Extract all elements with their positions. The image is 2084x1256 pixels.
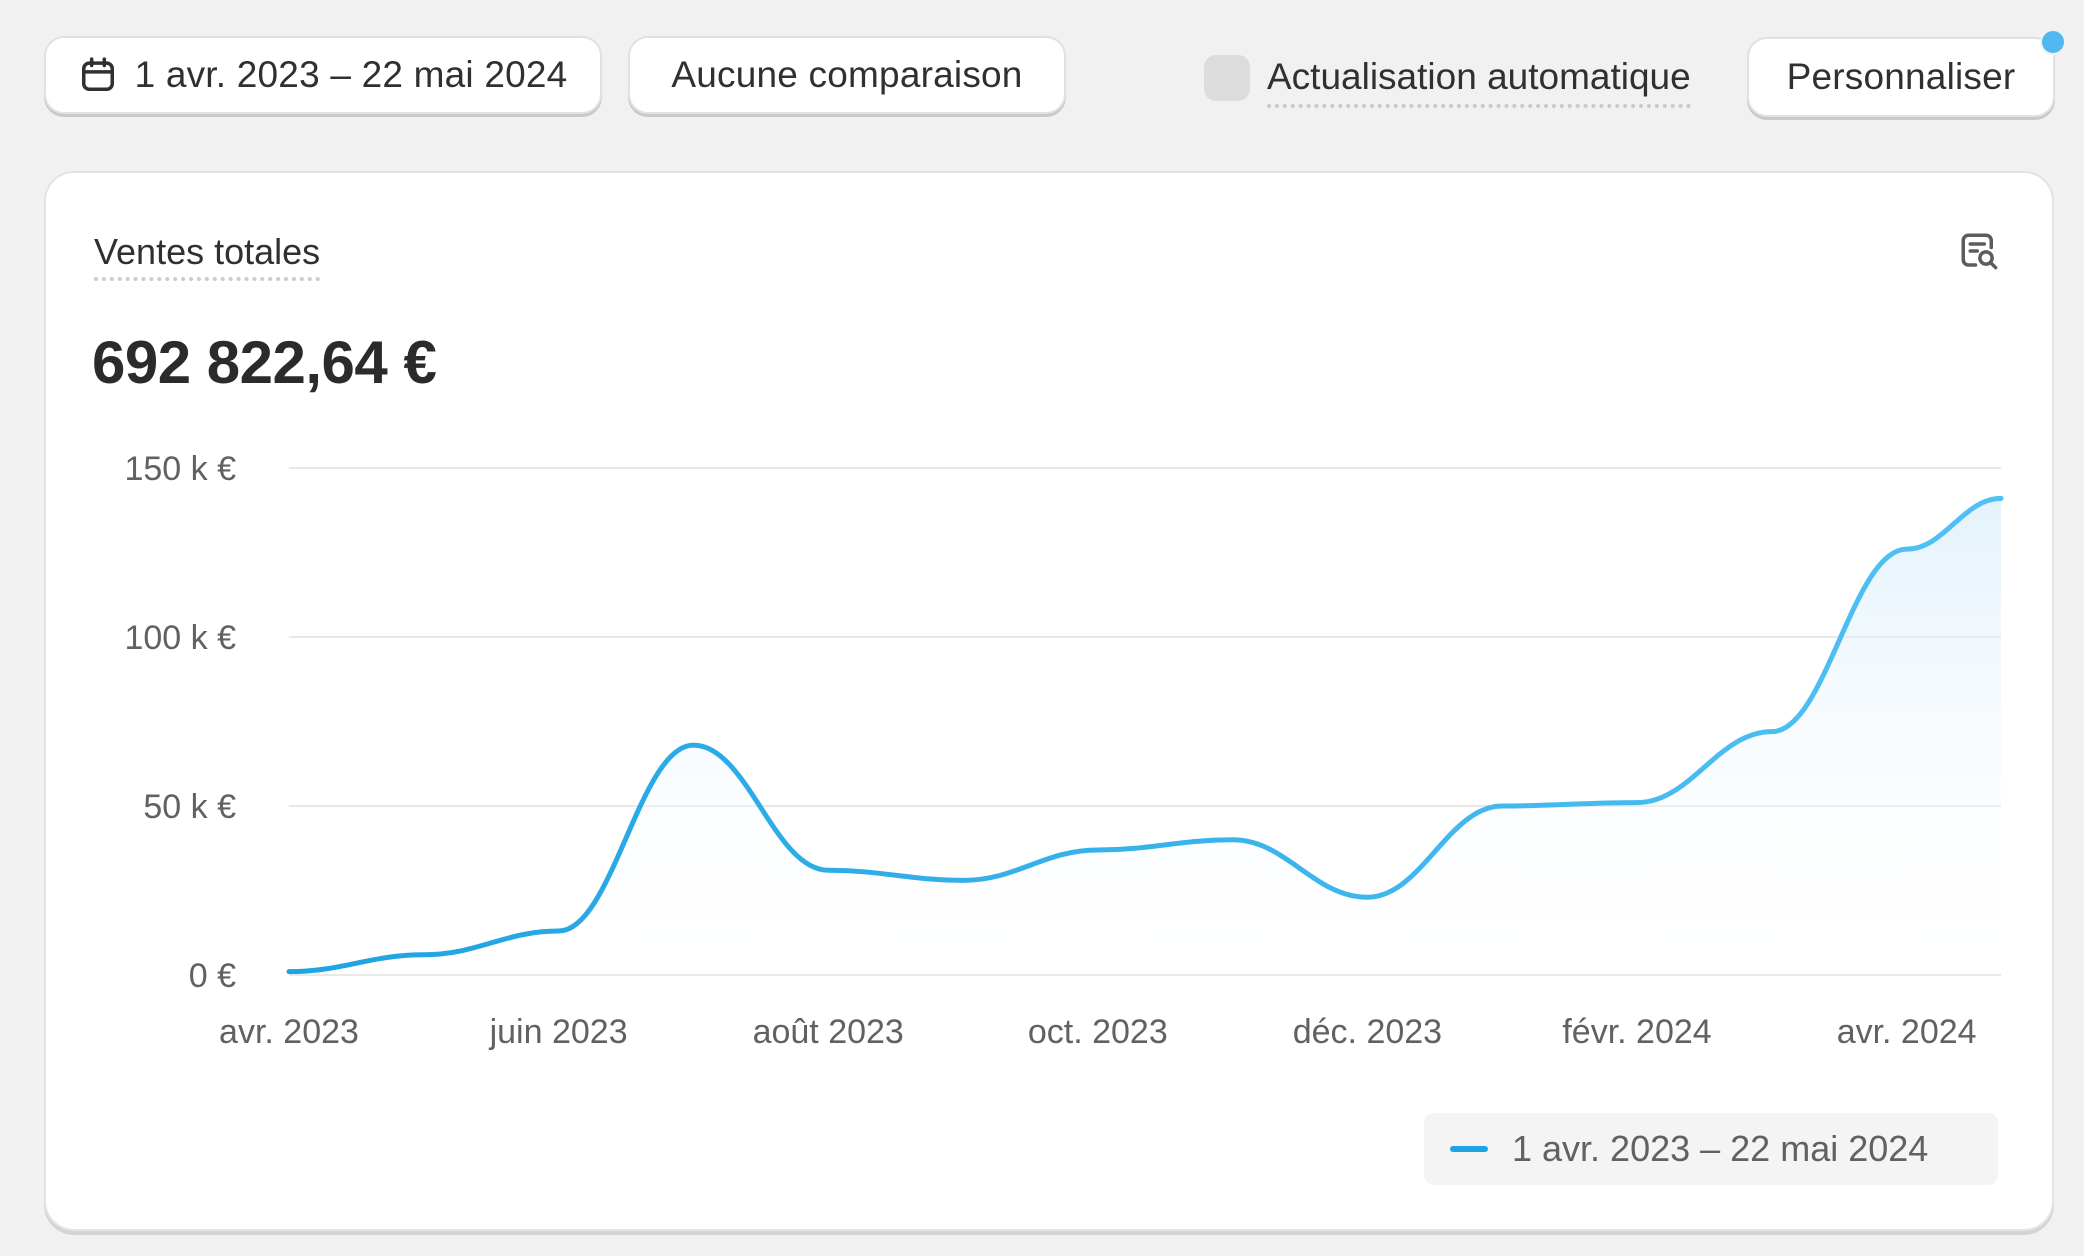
x-tick-label: avr. 2024 xyxy=(1837,1013,1977,1051)
x-tick-label: févr. 2024 xyxy=(1562,1013,1711,1051)
comparison-button[interactable]: Aucune comparaison xyxy=(628,36,1066,114)
x-tick-label: août 2023 xyxy=(753,1013,904,1051)
calendar-icon xyxy=(81,57,114,91)
date-range-button[interactable]: 1 avr. 2023 – 22 mai 2024 xyxy=(44,36,602,114)
report-toolbar: 1 avr. 2023 – 22 mai 2024 Aucune compara… xyxy=(0,0,2084,160)
legend-swatch xyxy=(1450,1146,1488,1152)
y-tick-label: 0 € xyxy=(189,957,236,995)
customize-label: Personnaliser xyxy=(1786,56,2016,97)
total-sales-value: 692 822,64 € xyxy=(92,329,437,396)
x-tick-label: avr. 2023 xyxy=(219,1013,359,1051)
explore-data-icon[interactable] xyxy=(1958,230,2000,272)
card-title[interactable]: Ventes totales xyxy=(94,229,321,281)
x-tick-label: juin 2023 xyxy=(489,1013,628,1051)
auto-refresh-checkbox[interactable] xyxy=(1204,55,1250,101)
y-tick-label: 150 k € xyxy=(124,450,236,488)
chart-legend[interactable]: 1 avr. 2023 – 22 mai 2024 xyxy=(1424,1113,1998,1185)
sales-chart: 0 € 50 k € 100 k € 150 k € avr. 2023 juin 202… xyxy=(124,450,2004,1051)
x-tick-label: déc. 2023 xyxy=(1293,1013,1442,1051)
date-range-label: 1 avr. 2023 – 22 mai 2024 xyxy=(134,54,568,95)
x-tick-label: oct. 2023 xyxy=(1028,1013,1168,1051)
series-line xyxy=(286,495,2004,975)
notification-dot xyxy=(2040,29,2066,55)
y-tick-label: 100 k € xyxy=(124,619,236,657)
y-tick-label: 50 k € xyxy=(143,788,236,826)
customize-button[interactable]: Personnaliser xyxy=(1747,37,2055,117)
legend-label: 1 avr. 2023 – 22 mai 2024 xyxy=(1512,1128,1929,1169)
series-area xyxy=(289,498,2001,975)
comparison-label: Aucune comparaison xyxy=(671,54,1023,95)
auto-refresh-label[interactable]: Actualisation automatique xyxy=(1267,54,1691,108)
sales-card: 0 € 50 k € 100 k € 150 k € avr. 2023 juin 202… xyxy=(44,171,2054,1231)
